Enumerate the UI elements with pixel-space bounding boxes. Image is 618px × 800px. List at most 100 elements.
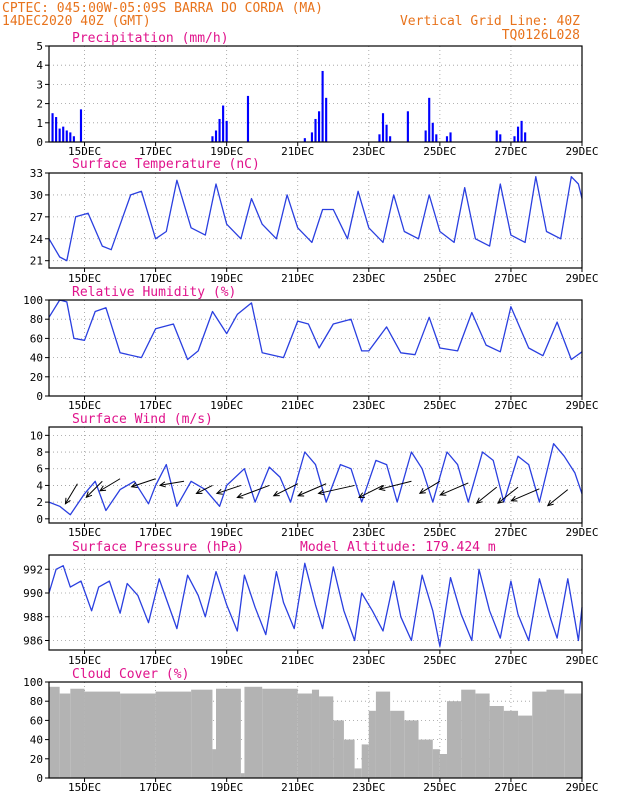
y-tick-label: 40 (30, 734, 43, 747)
panels: 0 1 2 3 4 5 15DEC 17DEC 19DEC 21DEC 23DEC 25DEC 27DE… (23, 31, 598, 794)
cloud-cover-bar (240, 773, 245, 778)
cloud-cover-bar (262, 688, 298, 778)
y-tick-label: 3 (36, 78, 43, 91)
precip-bar (445, 136, 449, 142)
precip-bar (69, 132, 72, 142)
cloud-cover-bar (375, 691, 391, 778)
wind-arrowhead (378, 485, 386, 491)
cloud-cover-bar (390, 710, 405, 778)
cloud-cover-bar (244, 686, 263, 778)
wind-vector (419, 480, 441, 494)
y-tick-label: 986 (23, 635, 43, 648)
cloud-cover-bar (461, 689, 476, 778)
x-tick-label: 15DEC (68, 526, 101, 539)
cloud-cover-bar (297, 693, 312, 778)
precip-bar (321, 70, 324, 142)
precip-bar (246, 95, 250, 142)
x-tick-label: 23DEC (352, 399, 385, 412)
y-tick-label: 992 (23, 563, 43, 576)
x-tick-label: 17DEC (139, 654, 172, 667)
wind-arrowhead (99, 485, 107, 492)
cloud-cover-bar (489, 706, 504, 778)
cloud-cover-bar (432, 749, 440, 778)
cloud-cover-bar (546, 689, 565, 778)
cloud-cover-bar (216, 688, 241, 778)
x-tick-label: 15DEC (68, 781, 101, 794)
x-tick-label: 23DEC (352, 654, 385, 667)
cloud-cover-bar (418, 739, 433, 778)
precip-bar (385, 124, 388, 142)
precip-bar (310, 132, 314, 142)
precip-bar (435, 134, 438, 142)
y-tick-label: 988 (23, 611, 43, 624)
wind-arrowhead (85, 491, 93, 499)
x-tick-label: 25DEC (423, 781, 456, 794)
wind-arrowhead (236, 492, 244, 499)
x-tick-label: 25DEC (423, 526, 456, 539)
panel-frame (48, 45, 583, 143)
series-line (48, 176, 583, 262)
precip-bar (495, 130, 498, 142)
wind-vector (64, 483, 78, 505)
x-tick-label: 23DEC (352, 145, 385, 158)
precip-bar (58, 128, 61, 142)
y-tick-label: 21 (30, 255, 43, 268)
x-tick-label: 29DEC (565, 272, 598, 285)
wind-vector (216, 484, 242, 494)
panel-5: 0 20 40 60 80 100 15DEC 17DEC 19DEC 21DEC 23DEC 25D… (23, 667, 598, 794)
y-tick-label: 80 (30, 695, 43, 708)
x-tick-label: 21DEC (281, 781, 314, 794)
panel-title: Relative Humidity (%) (72, 285, 236, 300)
x-tick-label: 29DEC (565, 399, 598, 412)
y-tick-label: 2 (36, 496, 43, 509)
y-tick-label: 60 (30, 332, 43, 345)
wind-arrowhead (546, 499, 554, 507)
precip-bar (499, 134, 502, 142)
wind-arrowhead (475, 497, 483, 504)
x-tick-label: 23DEC (352, 272, 385, 285)
cloud-cover-bar (319, 696, 334, 778)
x-tick-label: 29DEC (565, 781, 598, 794)
y-tick-label: 33 (30, 167, 43, 180)
x-tick-label: 25DEC (423, 654, 456, 667)
x-tick-label: 29DEC (565, 526, 598, 539)
header-station: CPTEC: 045:00W-05:09S BARRA DO CORDA (MA… (2, 1, 323, 16)
wind-vector (131, 478, 156, 488)
x-tick-label: 15DEC (68, 654, 101, 667)
wind-vector (99, 478, 121, 492)
panel-subtitle: Model Altitude: 179.424 m (300, 540, 496, 555)
wind-vector (440, 482, 469, 496)
wind-vector (476, 486, 498, 504)
series-line (48, 562, 583, 648)
cloud-cover-bar (49, 686, 60, 778)
cloud-cover-bar (343, 739, 355, 778)
y-tick-label: 30 (30, 189, 43, 202)
x-tick-label: 27DEC (494, 781, 527, 794)
y-tick-label: 2 (36, 98, 43, 111)
precip-bar (79, 109, 83, 142)
cloud-cover-bar (311, 689, 320, 778)
precip-bar (55, 117, 58, 142)
cloud-cover-bar (84, 691, 121, 778)
wind-vector (358, 484, 384, 498)
cloud-cover-bar (503, 710, 519, 778)
x-tick-label: 17DEC (139, 526, 172, 539)
cloud-cover-bar (439, 754, 447, 778)
panel-title: Cloud Cover (%) (72, 667, 189, 682)
precip-bar (214, 130, 218, 142)
y-tick-label: 8 (36, 446, 43, 459)
panel-title: Surface Temperature (nC) (72, 157, 260, 172)
wind-arrowhead (130, 482, 138, 489)
y-tick-label: 100 (23, 294, 43, 307)
x-tick-label: 15DEC (68, 145, 101, 158)
x-tick-label: 17DEC (139, 399, 172, 412)
x-tick-label: 17DEC (139, 145, 172, 158)
precip-bar (513, 136, 516, 142)
x-tick-label: 19DEC (210, 654, 243, 667)
precip-bar (516, 126, 520, 142)
cloud-cover-bar (475, 693, 490, 778)
y-tick-label: 6 (36, 463, 43, 476)
precip-bar (314, 118, 317, 142)
precip-bar (449, 132, 452, 142)
